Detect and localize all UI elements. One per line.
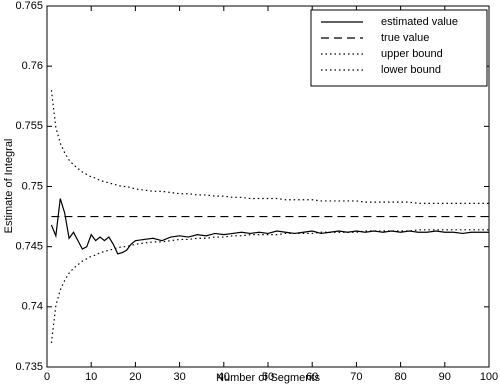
- y-tick-label: 0.745: [15, 241, 43, 253]
- x-tick-label: 80: [394, 371, 406, 383]
- legend-label: estimated value: [381, 16, 458, 28]
- series-line: [50, 229, 489, 344]
- y-tick-label: 0.765: [15, 0, 43, 12]
- y-tick-label: 0.755: [15, 120, 43, 132]
- legend-box: [310, 9, 488, 87]
- x-axis-label: Number of Segments: [216, 372, 320, 384]
- x-tick-label: 70: [350, 371, 362, 383]
- legend-label: true value: [381, 32, 429, 44]
- legend-label: upper bound: [381, 48, 443, 60]
- x-tick-label: 30: [173, 371, 185, 383]
- x-tick-label: 40: [218, 371, 230, 383]
- y-tick-label: 0.75: [22, 180, 43, 192]
- x-tick-label: 60: [306, 371, 318, 383]
- y-axis-label: Estimate of Integral: [3, 139, 15, 234]
- legend-label: lower bound: [381, 64, 441, 76]
- series-line: [50, 90, 489, 204]
- x-tick-label: 50: [262, 371, 274, 383]
- x-tick-label: 20: [129, 371, 141, 383]
- y-tick-label: 0.76: [22, 60, 43, 72]
- x-tick-label: 0: [44, 371, 50, 383]
- y-tick-label: 0.74: [22, 301, 43, 313]
- x-tick-label: 10: [85, 371, 97, 383]
- series-line: [50, 198, 489, 255]
- x-tick-label: 90: [439, 371, 451, 383]
- x-tick-label: 100: [480, 371, 498, 383]
- y-tick-label: 0.735: [15, 361, 43, 373]
